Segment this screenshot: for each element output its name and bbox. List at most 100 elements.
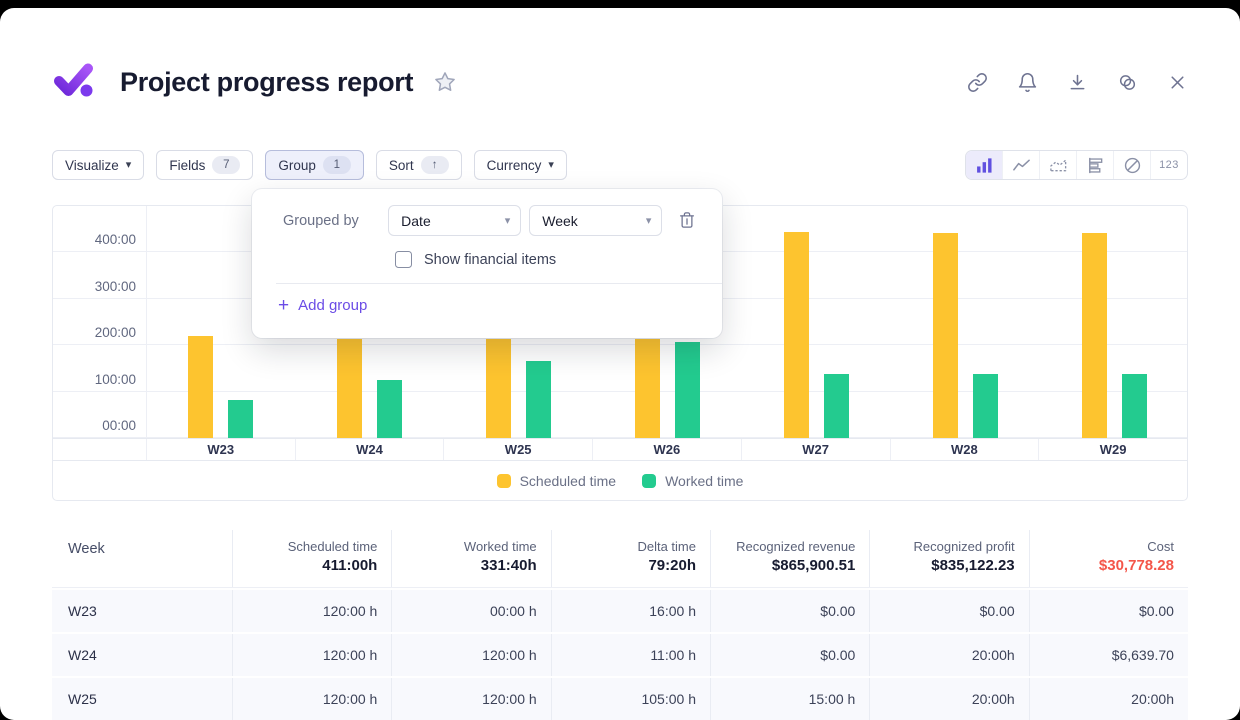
bar-worked-time-w25 — [525, 361, 551, 438]
y-axis-tick-label: 00:00 — [102, 418, 136, 433]
group-by-row: Grouped by Date ▾ Week ▾ — [283, 205, 698, 236]
chart-x-axis: W23 W24 W25 W26 W27 W28 W29 — [53, 438, 1187, 460]
plus-icon: + — [278, 295, 290, 316]
chevron-down-icon: ▾ — [645, 215, 652, 227]
bar-chart-view-icon[interactable] — [966, 151, 1002, 179]
y-axis-separator — [146, 206, 147, 438]
area-chart-view-icon[interactable] — [1039, 151, 1076, 179]
column-total: 411:00h — [322, 557, 378, 574]
fields-button[interactable]: Fields 7 — [156, 150, 254, 180]
column-total: 79:20h — [648, 557, 696, 574]
table-cell: W25 — [68, 691, 97, 707]
pie-chart-view-icon[interactable] — [1113, 151, 1150, 179]
show-financial-checkbox[interactable] — [395, 251, 412, 268]
table-header: Week Scheduled time 411:00h Worked time 331:… — [52, 530, 1188, 588]
table-cell: 120:00 h — [391, 678, 550, 720]
group-interval-value: Week — [542, 212, 578, 229]
table-cell: 11:00 h — [550, 634, 710, 676]
add-group-button[interactable]: + Add group — [278, 296, 367, 315]
bar-scheduled-time-w23 — [187, 335, 213, 438]
fields-label: Fields — [169, 157, 206, 173]
app-window: Project progress report — [0, 8, 1240, 720]
column-label: Week — [68, 541, 105, 557]
bell-icon[interactable] — [1016, 71, 1038, 93]
column-total: 331:40h — [480, 557, 537, 574]
toolbar: Visualize ▾ Fields 7 Group 1 Sort ↑ Curr… — [52, 150, 1188, 180]
currency-button[interactable]: Currency ▾ — [473, 150, 567, 180]
table-cell: 20:00h — [1028, 678, 1188, 720]
fields-count-badge: 7 — [212, 156, 241, 174]
table-cell: $0.00 — [1028, 590, 1188, 632]
bar-worked-time-w23 — [227, 400, 253, 438]
bar-worked-time-w27 — [823, 373, 849, 438]
table-cell: 15:00 h — [709, 678, 869, 720]
table-row-w25: W25 120:00 h 120:00 h 105:00 h 15:00 h 20:00h… — [52, 678, 1188, 720]
group-interval-select[interactable]: Week ▾ — [529, 205, 663, 236]
legend-label: Scheduled time — [519, 473, 617, 489]
group-field-select[interactable]: Date ▾ — [388, 205, 522, 236]
table-cell: 120:00 h — [232, 634, 391, 676]
column-label: Delta time — [637, 539, 696, 554]
table-row-w24: W24 120:00 h 120:00 h 11:00 h $0.00 20:00h $6,… — [52, 634, 1188, 676]
numbers-view-icon[interactable]: 123 — [1150, 151, 1187, 179]
chevron-down-icon: ▾ — [548, 158, 554, 171]
merge-circles-icon[interactable] — [1116, 71, 1138, 93]
grouped-by-label: Grouped by — [283, 212, 359, 229]
legend-item-worked-time[interactable]: Worked time — [642, 473, 743, 489]
column-label: Recognized profit — [913, 539, 1015, 554]
column-header-cost: Cost $30,778.28 — [1028, 530, 1188, 587]
column-total: $30,778.28 — [1098, 557, 1174, 574]
download-icon[interactable] — [1066, 71, 1088, 93]
chevron-down-icon: ▾ — [125, 158, 132, 171]
x-axis-label-w27: W27 — [740, 439, 890, 460]
column-header-delta-time: Delta time 79:20h — [550, 530, 710, 587]
bar-scheduled-time-w25 — [485, 336, 511, 438]
column-label: Scheduled time — [287, 539, 378, 554]
y-axis-tick-label: 100:00 — [94, 371, 136, 387]
add-group-label: Add group — [298, 297, 368, 314]
close-icon[interactable] — [1166, 71, 1188, 93]
legend-item-scheduled-time[interactable]: Scheduled time — [496, 473, 617, 489]
table-cell: W23 — [68, 603, 97, 619]
table-row-w23: W23 120:00 h 00:00 h 16:00 h $0.00 $0.00 $0.00 — [52, 590, 1188, 632]
chart-view-switcher: 123 — [965, 150, 1188, 180]
numbers-view-label: 123 — [1159, 159, 1179, 171]
show-financial-label: Show financial items — [424, 251, 557, 268]
trash-icon[interactable] — [678, 211, 698, 231]
sort-button[interactable]: Sort ↑ — [375, 150, 462, 180]
report-table: Week Scheduled time 411:00h Worked time 331:… — [52, 530, 1188, 720]
link-icon[interactable] — [966, 71, 988, 93]
bar-worked-time-w28 — [972, 373, 998, 438]
table-body: W23 120:00 h 00:00 h 16:00 h $0.00 $0.00 $0.00… — [52, 590, 1188, 720]
horizontal-bar-chart-view-icon[interactable] — [1076, 151, 1113, 179]
bar-worked-time-w24 — [376, 379, 402, 438]
line-chart-view-icon[interactable] — [1002, 151, 1039, 179]
bar-scheduled-time-w28 — [932, 233, 958, 438]
table-cell: 00:00 h — [391, 590, 550, 632]
header-actions — [966, 71, 1188, 93]
legend-swatch — [642, 474, 657, 488]
show-financial-row: Show financial items — [395, 251, 556, 268]
y-axis-tick-label: 200:00 — [94, 325, 136, 341]
column-label: Cost — [1147, 539, 1174, 554]
x-axis-corner — [53, 439, 146, 460]
legend-swatch — [496, 474, 511, 488]
group-button[interactable]: Group 1 — [265, 150, 364, 180]
visualize-button[interactable]: Visualize ▾ — [52, 150, 145, 180]
group-field-value: Date — [401, 212, 431, 229]
app-logo-checkmark-icon — [54, 63, 93, 97]
favorite-star-icon[interactable] — [431, 68, 459, 96]
table-cell: $6,639.70 — [1028, 634, 1188, 676]
column-total: $865,900.51 — [771, 557, 856, 574]
bar-scheduled-time-w29 — [1081, 233, 1107, 438]
bar-scheduled-time-w26 — [634, 336, 660, 438]
table-cell: 20:00h — [869, 678, 1028, 720]
y-axis-tick-label: 400:00 — [94, 232, 136, 248]
column-header-scheduled-time: Scheduled time 411:00h — [232, 530, 391, 587]
table-cell: 105:00 h — [550, 678, 710, 720]
column-label: Recognized revenue — [736, 539, 856, 554]
chevron-down-icon: ▾ — [504, 215, 511, 227]
table-cell: 120:00 h — [391, 634, 550, 676]
gridline — [53, 437, 1187, 438]
header: Project progress report — [52, 58, 1188, 106]
